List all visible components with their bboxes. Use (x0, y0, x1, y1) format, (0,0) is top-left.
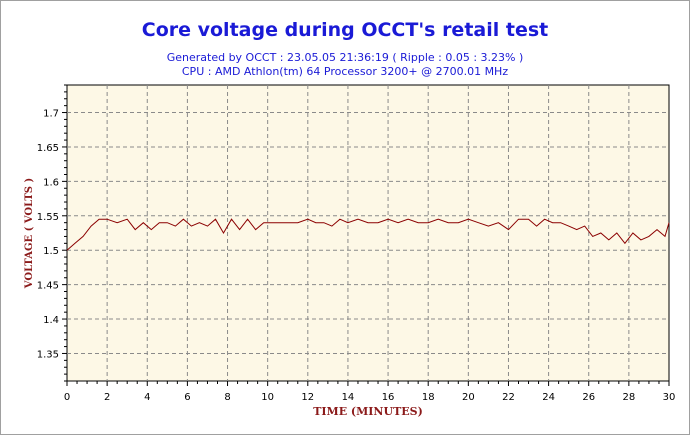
x-tick-label: 18 (422, 392, 435, 403)
y-tick-label: 1.45 (37, 281, 59, 292)
axis-ticks (62, 84, 670, 386)
x-tick-label: 4 (144, 392, 150, 403)
y-axis-label: VOLTAGE ( VOLTS ) (24, 178, 35, 289)
x-tick-label: 20 (462, 392, 475, 403)
chart-title: Core voltage during OCCT's retail test (141, 19, 549, 41)
plot-area (66, 84, 670, 382)
y-tick-label: 1.65 (37, 143, 59, 154)
x-tick-label: 24 (542, 392, 555, 403)
x-tick-label: 2 (104, 392, 110, 403)
y-tick-label: 1.6 (43, 177, 59, 188)
grid-lines (67, 85, 669, 381)
y-tick-label: 1.4 (43, 315, 59, 326)
x-tick-label: 30 (663, 392, 676, 403)
x-tick-label: 16 (382, 392, 395, 403)
x-tick-label: 26 (582, 392, 595, 403)
chart-subtitle-cpu: CPU : AMD Athlon(tm) 64 Processor 3200+ … (181, 65, 509, 78)
y-tick-label: 1.7 (43, 109, 59, 120)
y-tick-label: 1.35 (37, 349, 59, 360)
x-tick-label: 28 (622, 392, 635, 403)
x-tick-label: 0 (64, 392, 70, 403)
y-tick-label: 1.5 (43, 246, 59, 257)
x-tick-label: 14 (342, 392, 355, 403)
chart-subtitle-generated: Generated by OCCT : 23.05.05 21:36:19 ( … (166, 51, 524, 64)
voltage-series-line (66, 218, 670, 251)
x-tick-label: 8 (224, 392, 230, 403)
x-axis-label: TIME (MINUTES) (313, 405, 423, 418)
x-tick-label: 6 (184, 392, 190, 403)
tick-labels: 0 2 4 6 8 10 12 14 16 18 20 22 24 26 28 301.351.41.451.… (37, 109, 676, 403)
x-tick-label: 10 (261, 392, 274, 403)
y-tick-label: 1.55 (37, 212, 59, 223)
x-tick-label: 12 (301, 392, 314, 403)
x-tick-label: 22 (502, 392, 515, 403)
